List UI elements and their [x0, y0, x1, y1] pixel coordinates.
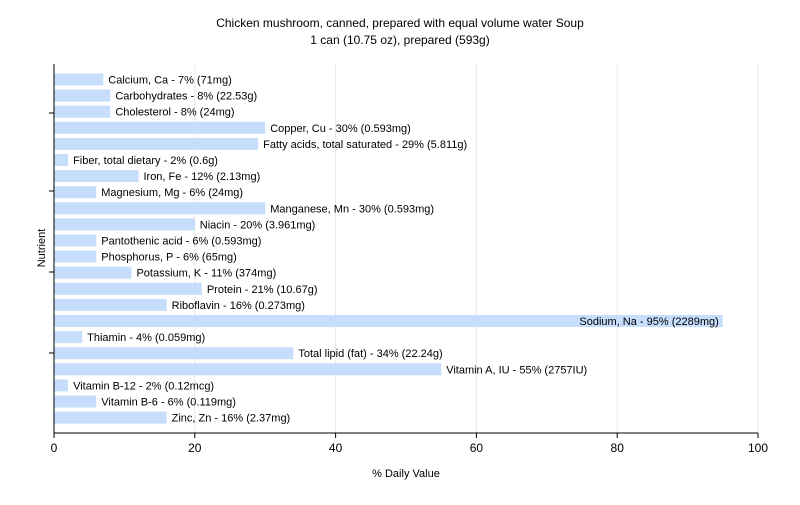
bar [54, 282, 202, 295]
chart-subtitle: 1 can (10.75 oz), prepared (593g) [310, 33, 489, 47]
bar [54, 186, 97, 199]
bars: Calcium, Ca - 7% (71mg) Carbohydrates - 8… [54, 73, 723, 425]
bar-label: Phosphorus, P - 6% (65mg) [101, 252, 237, 264]
bar [54, 315, 723, 327]
bar-label: Pantothenic acid - 6% (0.593mg) [101, 236, 261, 248]
bar [54, 89, 111, 102]
bar [54, 202, 266, 215]
x-tick-label: 0 [51, 441, 58, 455]
bar-label: Carbohydrates - 8% (22.53g) [115, 91, 257, 103]
bar-label: Riboflavin - 16% (0.273mg) [172, 300, 305, 312]
bar-label: Potassium, K - 11% (374mg) [136, 268, 276, 280]
bar [54, 137, 259, 150]
bar-label: Vitamin B-6 - 6% (0.119mg) [101, 397, 236, 409]
bar-label: Magnesium, Mg - 6% (24mg) [101, 187, 243, 199]
axes [49, 64, 758, 434]
bar [54, 105, 111, 118]
bar-label: Copper, Cu - 30% (0.593mg) [270, 123, 411, 135]
bar [54, 331, 83, 344]
bar [54, 73, 104, 86]
bar [54, 234, 97, 247]
bar-label: Thiamin - 4% (0.059mg) [87, 332, 205, 344]
bar-label: Iron, Fe - 12% (2.13mg) [143, 171, 260, 183]
bar [54, 170, 139, 183]
bar [54, 154, 69, 166]
bar-label: Calcium, Ca - 7% (71mg) [108, 75, 231, 87]
bar-label: Vitamin A, IU - 55% (2757IU) [446, 364, 587, 376]
bar-label: Total lipid (fat) - 34% (22.24g) [298, 348, 442, 360]
bar-label: Protein - 21% (10.67g) [207, 284, 318, 296]
bar-label: Sodium, Na - 95% (2289mg) [579, 316, 718, 328]
x-tick-labels: 0 20 40 60 80 100 [51, 433, 768, 455]
bar [54, 395, 97, 408]
x-tick-label: 100 [748, 441, 768, 455]
bar [54, 298, 167, 311]
bar [54, 218, 195, 231]
bar-label: Cholesterol - 8% (24mg) [115, 107, 234, 119]
x-axis-label: % Daily Value [372, 468, 440, 480]
bar-label: Vitamin B-12 - 2% (0.12mcg) [73, 380, 214, 392]
chart-title: Chicken mushroom, canned, prepared with … [216, 16, 584, 30]
gridlines [53, 64, 759, 433]
x-tick-label: 80 [611, 441, 625, 455]
bar [54, 411, 167, 424]
bar [54, 250, 97, 263]
x-tick-label: 60 [470, 441, 484, 455]
x-tick-label: 20 [188, 441, 202, 455]
bar [54, 379, 69, 392]
bar-label: Fiber, total dietary - 2% (0.6g) [73, 155, 218, 167]
bar-label: Zinc, Zn - 16% (2.37mg) [172, 413, 291, 425]
bar-label: Manganese, Mn - 30% (0.593mg) [270, 203, 434, 215]
y-axis-label: Nutrient [36, 229, 48, 268]
bar-label: Niacin - 20% (3.961mg) [200, 219, 316, 231]
bar [54, 347, 294, 360]
bar-label: Fatty acids, total saturated - 29% (5.81… [263, 139, 467, 151]
bar [54, 121, 266, 134]
x-tick-label: 40 [329, 441, 343, 455]
bar [54, 363, 442, 376]
bar [54, 266, 132, 279]
